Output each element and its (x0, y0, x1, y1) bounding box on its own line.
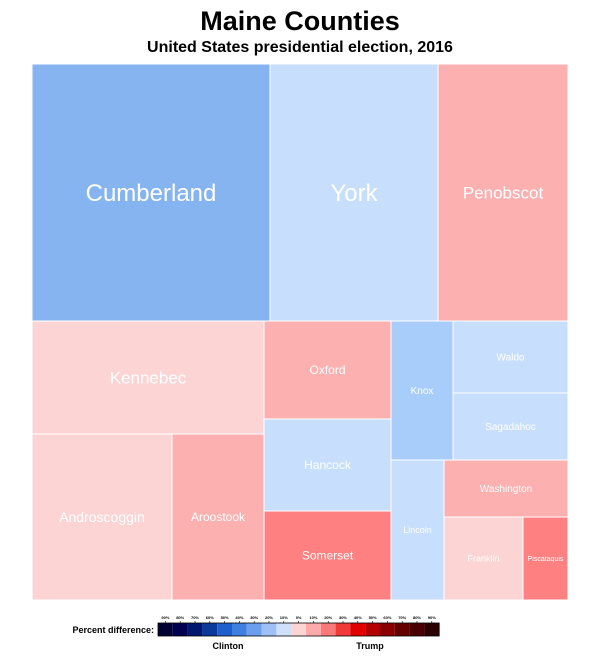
legend-swatch (306, 623, 321, 636)
tile-aroostook (171, 433, 265, 601)
tile-label-somerset: Somerset (302, 549, 354, 563)
tile-label-penobscot: Penobscot (463, 183, 544, 202)
legend-tick-label: 60% (383, 615, 391, 620)
legend-swatch (365, 623, 380, 636)
legend-tick-label: 30% (250, 615, 258, 620)
chart-title: Maine Counties (200, 6, 400, 36)
color-legend: Percent difference: 90% 80% 70% 60% 50% 40% 30… (72, 615, 440, 651)
legend-swatch (261, 623, 277, 636)
legend-swatch (158, 623, 173, 636)
legend-swatch (172, 623, 188, 636)
legend-swatch (246, 623, 262, 636)
tile-label-franklin: Franklin (467, 554, 499, 564)
legend-tick-label: 90% (428, 615, 436, 620)
legend-swatch (409, 623, 425, 636)
tile-androscoggin (31, 433, 173, 601)
tile-waldo (452, 320, 569, 394)
legend-tick-label: 40% (354, 615, 362, 620)
legend-clinton-label: Clinton (213, 641, 244, 651)
tile-label-piscataquis: Piscataquis (528, 556, 564, 563)
legend-tick-label: 80% (176, 615, 184, 620)
legend-tick-label: 20% (324, 615, 332, 620)
legend-swatch (217, 623, 232, 636)
tile-label-oxford: Oxford (309, 363, 345, 377)
legend-swatch (350, 623, 366, 636)
tile-label-androscoggin: Androscoggin (59, 509, 145, 525)
tile-label-lincoln: Lincoln (403, 525, 432, 535)
chart-subtitle: United States presidential election, 201… (147, 39, 453, 56)
tile-label-waldo: Waldo (497, 353, 525, 364)
legend-tick-label: 60% (206, 615, 214, 620)
legend-tick-label: 50% (369, 615, 377, 620)
tile-label-york: York (330, 180, 378, 207)
legend-swatch (232, 623, 247, 636)
tile-label-kennebec: Kennebec (110, 368, 187, 387)
legend-swatches (157, 622, 440, 637)
tile-penobscot (437, 63, 569, 322)
legend-tick-label: 70% (398, 615, 406, 620)
tile-label-washington: Washington (480, 484, 532, 495)
legend-tick-label: 10% (280, 615, 288, 620)
tile-label-aroostook: Aroostook (191, 510, 246, 524)
tile-label-hancock: Hancock (304, 458, 352, 472)
tile-label-sagadahoc: Sagadahoc (485, 422, 536, 433)
tile-washington (443, 459, 569, 518)
legend-tick-label: 0% (296, 615, 302, 620)
tile-franklin (443, 516, 524, 601)
legend-swatch (380, 623, 395, 636)
legend-tick-label: 10% (309, 615, 317, 620)
legend-swatch (394, 623, 410, 636)
legend-trump-label: Trump (356, 641, 384, 651)
legend-tick-label: 30% (339, 615, 347, 620)
tile-hancock (263, 418, 392, 512)
legend-swatch (187, 623, 203, 636)
tile-label-cumberland: Cumberland (86, 180, 217, 207)
legend-swatch (276, 623, 292, 636)
tile-label-knox: Knox (411, 386, 434, 397)
legend-swatch (335, 623, 351, 636)
legend-swatch (291, 623, 306, 636)
legend-label: Percent difference: (72, 625, 154, 635)
legend-tick-label: 70% (191, 615, 199, 620)
legend-tick-label: 40% (235, 615, 243, 620)
tile-cumberland (31, 63, 271, 322)
legend-swatch (202, 623, 218, 636)
legend-swatch (424, 623, 440, 636)
tile-somerset (263, 510, 392, 601)
legend-tick-label: 50% (221, 615, 229, 620)
legend-swatch (320, 623, 336, 636)
tile-piscataquis (522, 516, 569, 601)
legend-ticks: 90% 80% 70% 60% 50% 40% 30% 20% 10% 0% 10% 20% 30% 40… (161, 615, 436, 623)
legend-tick-label: 90% (161, 615, 169, 620)
legend-tick-label: 20% (265, 615, 273, 620)
tile-oxford (263, 320, 392, 420)
legend-tick-label: 80% (413, 615, 421, 620)
tile-knox (390, 320, 454, 461)
treemap-tiles: Cumberland York Penobscot Kennebec Androscog… (31, 63, 569, 601)
tile-sagadahoc (452, 392, 569, 461)
